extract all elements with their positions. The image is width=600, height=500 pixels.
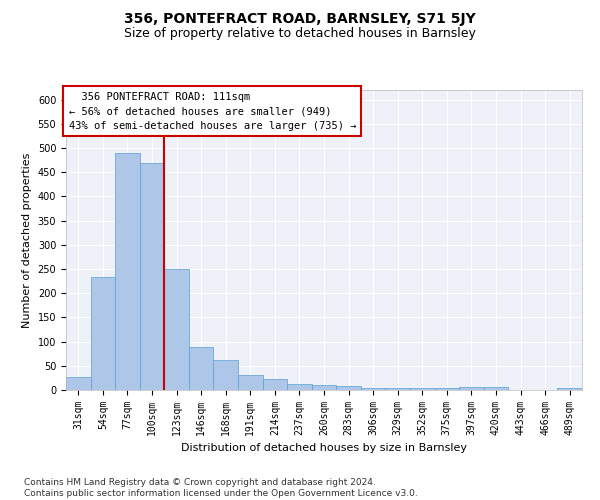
Y-axis label: Number of detached properties: Number of detached properties [22,152,32,328]
Bar [336,386,361,390]
Text: 356 PONTEFRACT ROAD: 111sqm
← 56% of detached houses are smaller (949)
43% of se: 356 PONTEFRACT ROAD: 111sqm ← 56% of det… [68,92,356,131]
Bar [361,388,385,390]
Bar [214,360,238,390]
Text: Size of property relative to detached houses in Barnsley: Size of property relative to detached ho… [124,28,476,40]
Bar [91,278,115,390]
Text: Contains HM Land Registry data © Crown copyright and database right 2024.
Contai: Contains HM Land Registry data © Crown c… [24,478,418,498]
Bar [238,374,263,390]
Bar [312,384,336,390]
Bar [115,153,140,390]
Bar [140,162,164,390]
Text: 356, PONTEFRACT ROAD, BARNSLEY, S71 5JY: 356, PONTEFRACT ROAD, BARNSLEY, S71 5JY [124,12,476,26]
Bar [385,388,410,390]
Bar [484,387,508,390]
Bar [263,380,287,390]
Bar [557,388,582,390]
Bar [459,387,484,390]
Bar [164,269,189,390]
Bar [66,377,91,390]
Bar [287,384,312,390]
X-axis label: Distribution of detached houses by size in Barnsley: Distribution of detached houses by size … [181,444,467,454]
Bar [434,388,459,390]
Bar [410,388,434,390]
Bar [189,348,214,390]
